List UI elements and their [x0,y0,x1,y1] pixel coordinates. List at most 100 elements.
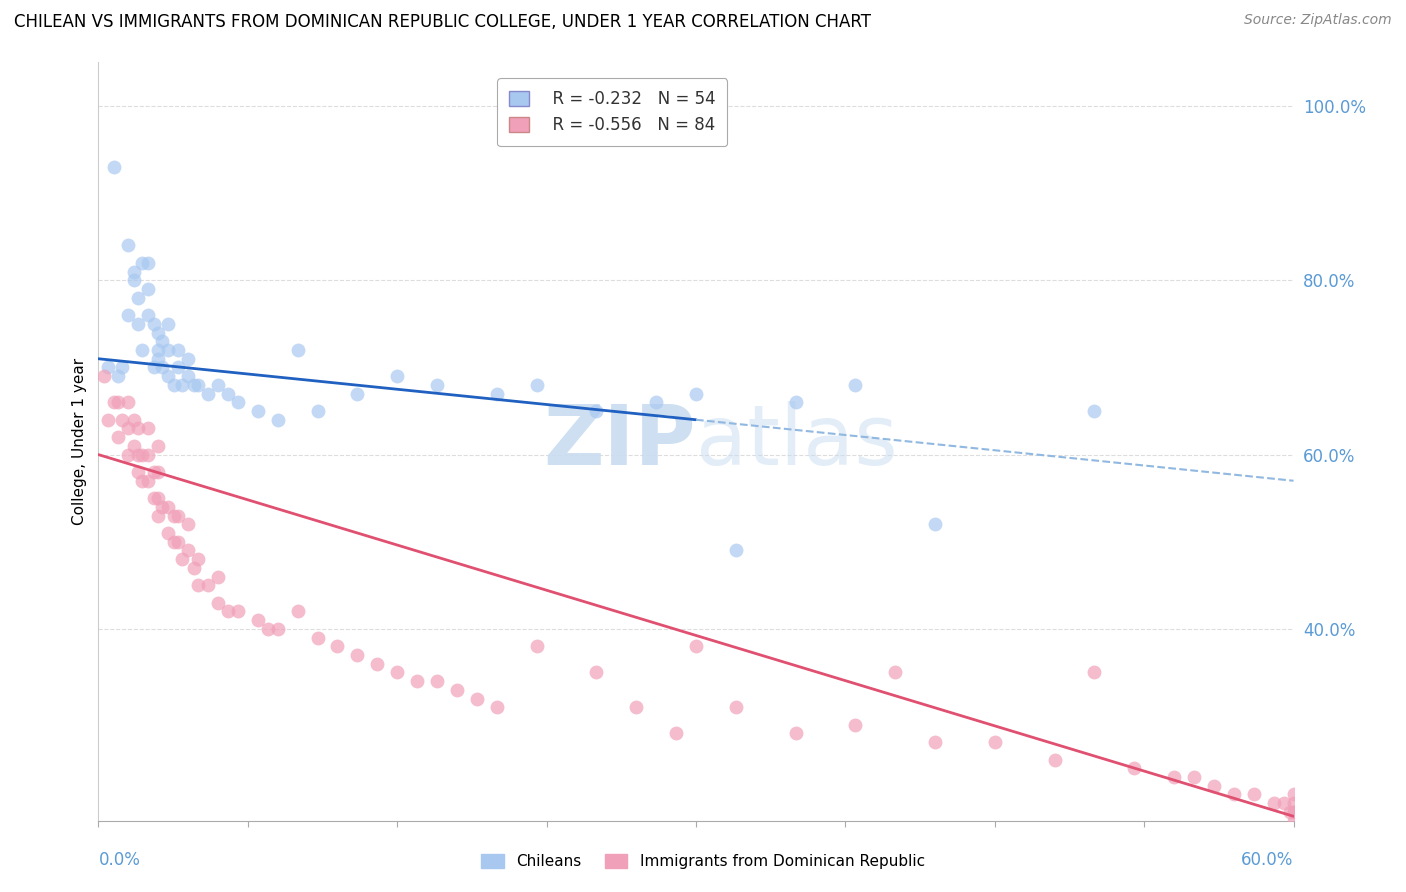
Point [585,665,607,680]
Point [172,377,194,392]
Point [924,735,946,749]
Point [197,578,219,592]
Point [136,308,159,322]
Point [226,605,249,619]
Point [1163,770,1185,784]
Point [385,665,409,680]
Point [585,404,607,418]
Point [685,386,707,401]
Point [307,631,329,645]
Point [177,543,200,558]
Point [150,334,173,349]
Point [177,517,200,532]
Point [385,369,409,384]
Point [167,534,190,549]
Point [984,735,1007,749]
Point [426,674,449,689]
Point [197,386,219,401]
Point [724,543,747,558]
Point [117,421,139,435]
Point [187,552,209,566]
Point [148,351,170,366]
Point [111,413,134,427]
Point [406,674,429,689]
Point [167,343,190,357]
Point [346,648,368,662]
Point [127,317,149,331]
Point [246,404,269,418]
Point [163,377,186,392]
Point [93,369,115,384]
Point [157,317,180,331]
Point [148,343,170,357]
Point [844,377,866,392]
Point [167,360,190,375]
Point [117,238,139,252]
Point [157,500,180,514]
Point [148,439,170,453]
Point [148,465,170,479]
Point [1243,788,1265,802]
Point [124,439,146,453]
Point [685,640,707,654]
Point [136,256,159,270]
Point [226,395,249,409]
Point [183,377,205,392]
Point [1282,805,1305,819]
Point [1282,814,1305,828]
Point [1043,753,1066,767]
Point [117,448,139,462]
Point [346,386,368,401]
Legend: Chileans, Immigrants from Dominican Republic: Chileans, Immigrants from Dominican Repu… [475,848,931,875]
Point [127,291,149,305]
Point [1083,404,1105,418]
Point [103,395,125,409]
Point [645,395,668,409]
Point [465,691,488,706]
Text: atlas: atlas [696,401,897,482]
Point [131,343,153,357]
Point [426,377,449,392]
Point [207,569,229,583]
Point [217,386,239,401]
Point [526,377,548,392]
Point [167,508,190,523]
Point [124,413,146,427]
Point [136,421,159,435]
Text: ZIP: ZIP [544,401,696,482]
Point [207,596,229,610]
Point [1272,796,1295,810]
Legend:   R = -0.232   N = 54,   R = -0.556   N = 84: R = -0.232 N = 54, R = -0.556 N = 84 [498,78,727,146]
Text: CHILEAN VS IMMIGRANTS FROM DOMINICAN REPUBLIC COLLEGE, UNDER 1 YEAR CORRELATION : CHILEAN VS IMMIGRANTS FROM DOMINICAN REP… [14,13,872,31]
Point [1282,788,1305,802]
Point [136,282,159,296]
Point [1202,779,1225,793]
Point [127,421,149,435]
Point [844,718,866,732]
Point [107,395,129,409]
Point [217,605,239,619]
Point [785,395,807,409]
Point [107,430,129,444]
Point [172,552,194,566]
Point [136,448,159,462]
Point [207,377,229,392]
Point [924,517,946,532]
Point [127,465,149,479]
Point [1123,761,1146,775]
Point [1282,796,1305,810]
Point [148,508,170,523]
Point [150,500,173,514]
Point [287,605,309,619]
Point [157,369,180,384]
Point [157,526,180,541]
Point [124,273,146,287]
Point [724,700,747,714]
Point [326,640,349,654]
Point [127,448,149,462]
Point [107,369,129,384]
Point [626,700,648,714]
Point [307,404,329,418]
Point [148,326,170,340]
Point [287,343,309,357]
